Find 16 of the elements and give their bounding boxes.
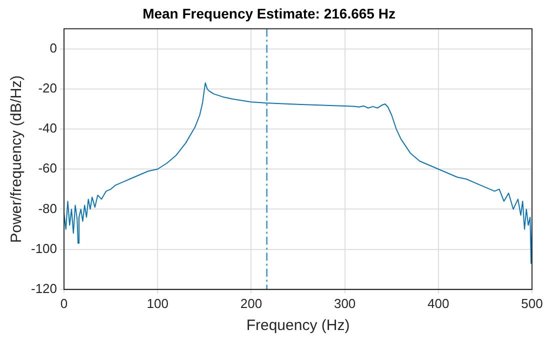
y-tick-label: -100 (30, 240, 58, 256)
x-tick-label: 400 (428, 296, 450, 311)
y-tick-label: -120 (30, 280, 58, 296)
y-tick-label: -80 (38, 200, 58, 216)
y-axis-title: Power/frequency (dB/Hz) (8, 75, 26, 243)
x-tick-label: 300 (334, 296, 356, 311)
x-tick-label: 0 (60, 296, 68, 311)
y-tick-label: -60 (38, 160, 58, 176)
y-tick-label: 0 (50, 40, 58, 56)
x-tick-label: 500 (521, 296, 543, 311)
x-axis-title: Frequency (Hz) (246, 317, 350, 334)
y-tick-label: -20 (38, 80, 58, 96)
y-tick-label: -40 (38, 120, 58, 136)
x-tick-label: 100 (146, 296, 168, 311)
chart-title: Mean Frequency Estimate: 216.665 Hz (142, 5, 396, 22)
x-tick-label: 200 (240, 296, 262, 311)
